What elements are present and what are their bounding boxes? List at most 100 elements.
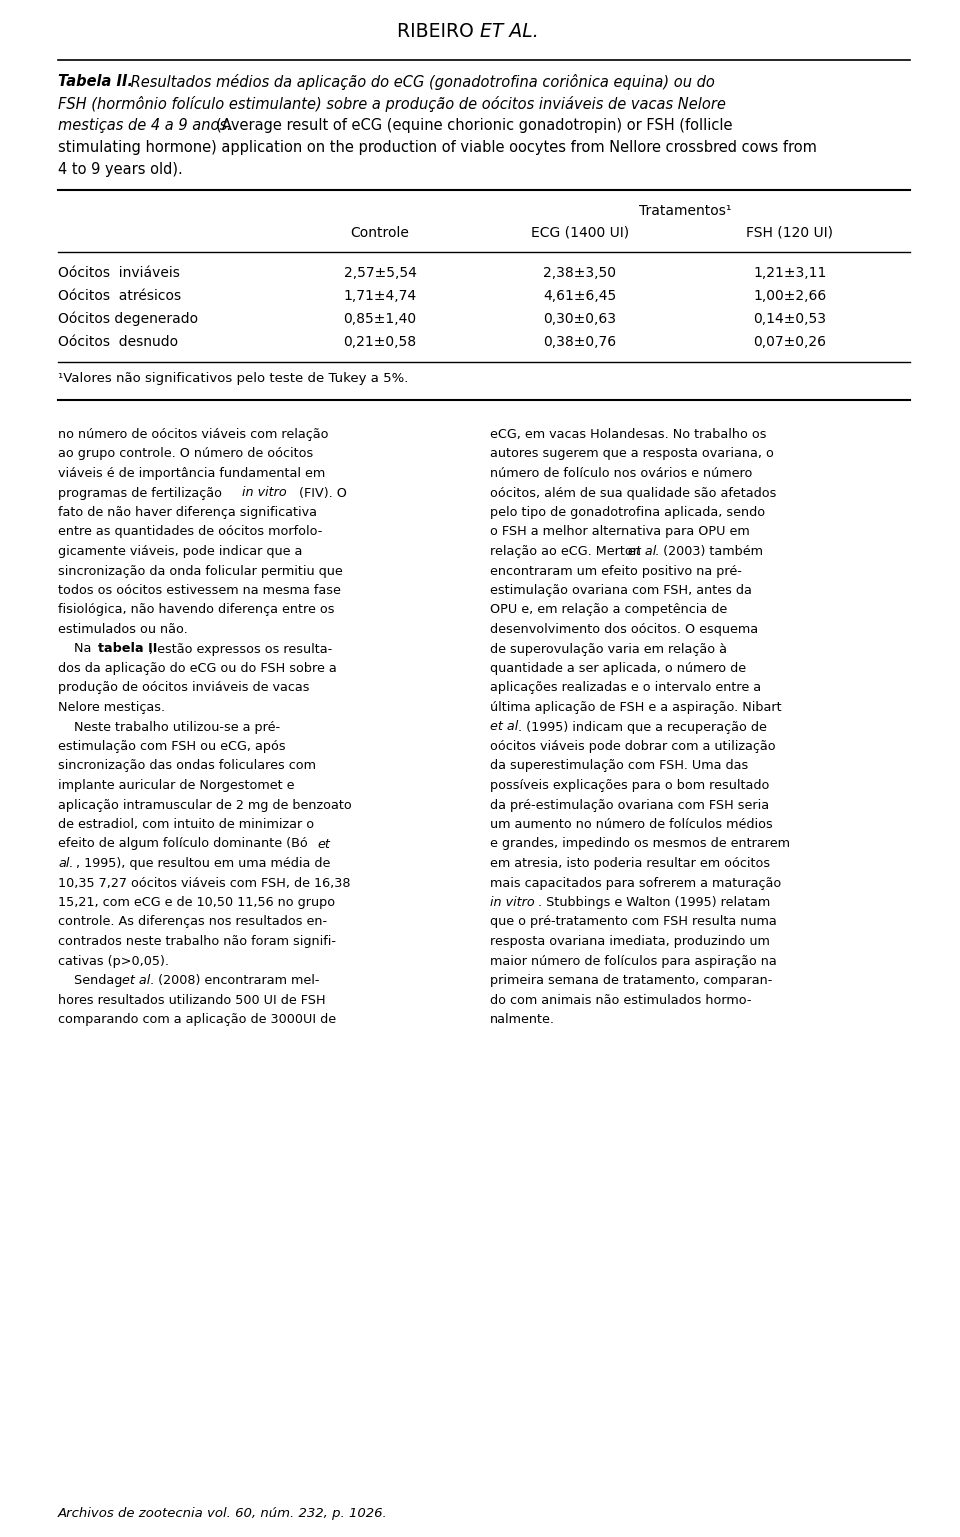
Text: todos os oócitos estivessem na mesma fase: todos os oócitos estivessem na mesma fas… bbox=[58, 584, 341, 596]
Text: ¹Valores não significativos pelo teste de Tukey a 5%.: ¹Valores não significativos pelo teste d… bbox=[58, 372, 408, 384]
Text: 1,00±2,66: 1,00±2,66 bbox=[754, 289, 827, 303]
Text: da pré-estimulação ovariana com FSH seria: da pré-estimulação ovariana com FSH seri… bbox=[490, 799, 769, 812]
Text: primeira semana de tratamento, comparan-: primeira semana de tratamento, comparan- bbox=[490, 974, 773, 987]
Text: Neste trabalho utilizou-se a pré-: Neste trabalho utilizou-se a pré- bbox=[58, 721, 280, 733]
Text: Resultados médios da aplicação do eCG (gonadotrofina coriônica equina) ou do: Resultados médios da aplicação do eCG (g… bbox=[126, 74, 715, 91]
Text: no número de oócitos viáveis com relação: no número de oócitos viáveis com relação bbox=[58, 427, 328, 441]
Text: et al: et al bbox=[490, 721, 518, 733]
Text: efeito de algum folículo dominante (Bó: efeito de algum folículo dominante (Bó bbox=[58, 838, 312, 850]
Text: , estão expressos os resulta-: , estão expressos os resulta- bbox=[149, 642, 332, 655]
Text: ET AL.: ET AL. bbox=[480, 22, 539, 41]
Text: 1,21±3,11: 1,21±3,11 bbox=[754, 266, 827, 280]
Text: entre as quantidades de oócitos morfolo-: entre as quantidades de oócitos morfolo- bbox=[58, 526, 323, 538]
Text: ao grupo controle. O número de oócitos: ao grupo controle. O número de oócitos bbox=[58, 447, 313, 461]
Text: viáveis é de importância fundamental em: viáveis é de importância fundamental em bbox=[58, 467, 325, 480]
Text: Controle: Controle bbox=[350, 226, 409, 240]
Text: sincronização da onda folicular permitiu que: sincronização da onda folicular permitiu… bbox=[58, 564, 343, 578]
Text: Oócitos degenerado: Oócitos degenerado bbox=[58, 312, 198, 326]
Text: 10,35 7,27 oócitos viáveis com FSH, de 16,38: 10,35 7,27 oócitos viáveis com FSH, de 1… bbox=[58, 876, 350, 890]
Text: stimulating hormone) application on the production of viable oocytes from Nellor: stimulating hormone) application on the … bbox=[58, 140, 817, 155]
Text: hores resultados utilizando 500 UI de FSH: hores resultados utilizando 500 UI de FS… bbox=[58, 993, 325, 1007]
Text: última aplicação de FSH e a aspiração. Nibart: última aplicação de FSH e a aspiração. N… bbox=[490, 701, 781, 715]
Text: do com animais não estimulados hormo-: do com animais não estimulados hormo- bbox=[490, 993, 752, 1007]
Text: sincronização das ondas foliculares com: sincronização das ondas foliculares com bbox=[58, 759, 316, 773]
Text: controle. As diferenças nos resultados en-: controle. As diferenças nos resultados e… bbox=[58, 916, 327, 928]
Text: encontraram um efeito positivo na pré-: encontraram um efeito positivo na pré- bbox=[490, 564, 742, 578]
Text: mestiças de 4 a 9 anos.: mestiças de 4 a 9 anos. bbox=[58, 118, 231, 134]
Text: dos da aplicação do eCG ou do FSH sobre a: dos da aplicação do eCG ou do FSH sobre … bbox=[58, 662, 337, 675]
Text: tabela II: tabela II bbox=[98, 642, 157, 655]
Text: programas de fertilização: programas de fertilização bbox=[58, 487, 226, 500]
Text: comparando com a aplicação de 3000UI de: comparando com a aplicação de 3000UI de bbox=[58, 1013, 336, 1027]
Text: de estradiol, com intuito de minimizar o: de estradiol, com intuito de minimizar o bbox=[58, 818, 314, 832]
Text: . (2003) também: . (2003) também bbox=[655, 546, 763, 558]
Text: 0,07±0,26: 0,07±0,26 bbox=[754, 335, 827, 349]
Text: desenvolvimento dos oócitos. O esquema: desenvolvimento dos oócitos. O esquema bbox=[490, 622, 758, 636]
Text: al.: al. bbox=[58, 858, 73, 870]
Text: in vitro: in vitro bbox=[242, 487, 287, 500]
Text: de superovulação varia em relação à: de superovulação varia em relação à bbox=[490, 642, 727, 655]
Text: 15,21, com eCG e de 10,50 11,56 no grupo: 15,21, com eCG e de 10,50 11,56 no grupo bbox=[58, 896, 335, 908]
Text: um aumento no número de folículos médios: um aumento no número de folículos médios bbox=[490, 818, 773, 832]
Text: 2,57±5,54: 2,57±5,54 bbox=[344, 266, 417, 280]
Text: 0,14±0,53: 0,14±0,53 bbox=[754, 312, 827, 326]
Text: (Average result of eCG (equine chorionic gonadotropin) or FSH (follicle: (Average result of eCG (equine chorionic… bbox=[216, 118, 732, 134]
Text: 0,38±0,76: 0,38±0,76 bbox=[543, 335, 616, 349]
Text: em atresia, isto poderia resultar em oócitos: em atresia, isto poderia resultar em oóc… bbox=[490, 858, 770, 870]
Text: 4 to 9 years old).: 4 to 9 years old). bbox=[58, 161, 182, 177]
Text: estimulação ovariana com FSH, antes da: estimulação ovariana com FSH, antes da bbox=[490, 584, 752, 596]
Text: quantidade a ser aplicada, o número de: quantidade a ser aplicada, o número de bbox=[490, 662, 746, 675]
Text: estimulados ou não.: estimulados ou não. bbox=[58, 622, 188, 636]
Text: possíveis explicações para o bom resultado: possíveis explicações para o bom resulta… bbox=[490, 779, 769, 792]
Text: pelo tipo de gonadotrofina aplicada, sendo: pelo tipo de gonadotrofina aplicada, sen… bbox=[490, 506, 765, 520]
Text: Sendag: Sendag bbox=[58, 974, 127, 987]
Text: relação ao eCG. Merton: relação ao eCG. Merton bbox=[490, 546, 645, 558]
Text: OPU e, em relação a competência de: OPU e, em relação a competência de bbox=[490, 604, 728, 616]
Text: et al: et al bbox=[122, 974, 151, 987]
Text: Oócitos  desnudo: Oócitos desnudo bbox=[58, 335, 179, 349]
Text: e grandes, impedindo os mesmos de entrarem: e grandes, impedindo os mesmos de entrar… bbox=[490, 838, 790, 850]
Text: et al: et al bbox=[628, 546, 657, 558]
Text: . Stubbings e Walton (1995) relatam: . Stubbings e Walton (1995) relatam bbox=[538, 896, 770, 908]
Text: Oócitos  atrésicos: Oócitos atrésicos bbox=[58, 289, 181, 303]
Text: in vitro: in vitro bbox=[490, 896, 535, 908]
Text: autores sugerem que a resposta ovariana, o: autores sugerem que a resposta ovariana,… bbox=[490, 447, 774, 461]
Text: aplicação intramuscular de 2 mg de benzoato: aplicação intramuscular de 2 mg de benzo… bbox=[58, 799, 351, 812]
Text: (FIV). O: (FIV). O bbox=[295, 487, 347, 500]
Text: que o pré-tratamento com FSH resulta numa: que o pré-tratamento com FSH resulta num… bbox=[490, 916, 777, 928]
Text: ECG (1400 UI): ECG (1400 UI) bbox=[531, 226, 629, 240]
Text: Nelore mestiças.: Nelore mestiças. bbox=[58, 701, 165, 715]
Text: oócitos, além de sua qualidade são afetados: oócitos, além de sua qualidade são afeta… bbox=[490, 487, 777, 500]
Text: estimulação com FSH ou eCG, após: estimulação com FSH ou eCG, após bbox=[58, 739, 286, 753]
Text: FSH (hormônio folículo estimulante) sobre a produção de oócitos inviáveis de vac: FSH (hormônio folículo estimulante) sobr… bbox=[58, 95, 726, 112]
Text: resposta ovariana imediata, produzindo um: resposta ovariana imediata, produzindo u… bbox=[490, 934, 770, 948]
Text: aplicações realizadas e o intervalo entre a: aplicações realizadas e o intervalo entr… bbox=[490, 681, 761, 695]
Text: implante auricular de Norgestomet e: implante auricular de Norgestomet e bbox=[58, 779, 295, 792]
Text: contrados neste trabalho não foram signifi-: contrados neste trabalho não foram signi… bbox=[58, 934, 336, 948]
Text: . (2008) encontraram mel-: . (2008) encontraram mel- bbox=[150, 974, 320, 987]
Text: mais capacitados para sofrerem a maturação: mais capacitados para sofrerem a maturaç… bbox=[490, 876, 781, 890]
Text: , 1995), que resultou em uma média de: , 1995), que resultou em uma média de bbox=[76, 858, 330, 870]
Text: 0,30±0,63: 0,30±0,63 bbox=[543, 312, 616, 326]
Text: Na: Na bbox=[58, 642, 95, 655]
Text: 4,61±6,45: 4,61±6,45 bbox=[543, 289, 616, 303]
Text: 0,85±1,40: 0,85±1,40 bbox=[344, 312, 417, 326]
Text: gicamente viáveis, pode indicar que a: gicamente viáveis, pode indicar que a bbox=[58, 546, 302, 558]
Text: da superestimulação com FSH. Uma das: da superestimulação com FSH. Uma das bbox=[490, 759, 748, 773]
Text: RIBEIRO: RIBEIRO bbox=[397, 22, 480, 41]
Text: FSH (120 UI): FSH (120 UI) bbox=[747, 226, 833, 240]
Text: fisiológica, não havendo diferença entre os: fisiológica, não havendo diferença entre… bbox=[58, 604, 334, 616]
Text: et: et bbox=[317, 838, 330, 850]
Text: produção de oócitos inviáveis de vacas: produção de oócitos inviáveis de vacas bbox=[58, 681, 309, 695]
Text: . (1995) indicam que a recuperação de: . (1995) indicam que a recuperação de bbox=[518, 721, 767, 733]
Text: número de folículo nos ovários e número: número de folículo nos ovários e número bbox=[490, 467, 753, 480]
Text: 0,21±0,58: 0,21±0,58 bbox=[344, 335, 417, 349]
Text: 1,71±4,74: 1,71±4,74 bbox=[344, 289, 417, 303]
Text: maior número de folículos para aspiração na: maior número de folículos para aspiração… bbox=[490, 954, 777, 967]
Text: 2,38±3,50: 2,38±3,50 bbox=[543, 266, 616, 280]
Text: o FSH a melhor alternativa para OPU em: o FSH a melhor alternativa para OPU em bbox=[490, 526, 750, 538]
Text: Archivos de zootecnia vol. 60, núm. 232, p. 1026.: Archivos de zootecnia vol. 60, núm. 232,… bbox=[58, 1506, 388, 1520]
Text: cativas (p>0,05).: cativas (p>0,05). bbox=[58, 954, 169, 967]
Text: oócitos viáveis pode dobrar com a utilização: oócitos viáveis pode dobrar com a utiliz… bbox=[490, 739, 776, 753]
Text: fato de não haver diferença significativa: fato de não haver diferença significativ… bbox=[58, 506, 317, 520]
